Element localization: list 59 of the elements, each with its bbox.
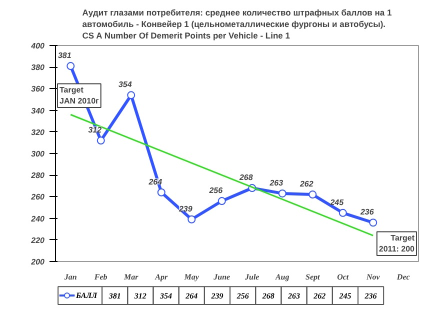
text: 268	[262, 292, 274, 300]
x-tick-label: May	[183, 272, 200, 282]
x-tick-label: June	[212, 272, 231, 282]
text: 239	[211, 292, 224, 300]
x-tick-label: Dec	[396, 272, 410, 282]
point	[157, 188, 166, 196]
point	[66, 62, 75, 70]
text: 262	[314, 292, 326, 300]
point	[218, 197, 226, 206]
y-tick-label: 400	[30, 42, 46, 50]
x-tick-label: Mar	[123, 272, 140, 282]
text: 312	[134, 292, 146, 300]
text: 264	[186, 292, 198, 300]
data-label: 312	[88, 126, 102, 135]
data-label: 263	[268, 178, 284, 188]
data-label: 236	[359, 208, 374, 217]
data-label: 264	[148, 177, 163, 186]
point	[369, 218, 378, 227]
y-tick-label: 300	[31, 150, 46, 158]
x-tick-label: Apr	[154, 272, 168, 282]
text: 236	[364, 292, 377, 300]
legend-label: БАЛЛ	[74, 291, 98, 300]
annotation: Target JAN 2010г	[60, 86, 100, 106]
point	[278, 189, 286, 198]
text: 256	[236, 292, 249, 300]
annotation: Target 2011: 200	[378, 234, 416, 254]
x-tick-label: Jule	[244, 272, 260, 282]
x-tick-label: Aug	[274, 272, 290, 282]
data-label: 239	[178, 204, 193, 214]
text: 263	[288, 292, 300, 300]
y-tick-label: 320	[31, 128, 46, 137]
data-label: 245	[329, 198, 344, 207]
x-tick-label: Nov	[365, 272, 380, 282]
data-label: 268	[238, 173, 254, 182]
point	[338, 208, 347, 217]
y-tick-label: 220	[30, 236, 46, 245]
data-label: 262	[298, 180, 314, 189]
point	[127, 91, 136, 100]
data-label: 256	[208, 186, 224, 196]
y-tick-label: 200	[30, 258, 46, 266]
y-tick-label: 340	[31, 106, 46, 116]
point	[188, 215, 196, 224]
data-label: 381	[58, 51, 72, 60]
point	[308, 190, 317, 199]
point	[96, 136, 105, 145]
text: 354	[160, 292, 172, 300]
x-tick-label: Feb	[93, 272, 108, 282]
y-tick-label: 260	[30, 192, 46, 202]
x-tick-label: Sept	[306, 272, 321, 282]
chart-title: Аудит глазами потребителя: среднее количество штрафных баллов на 1 автомобиль - Конвейер 1 (цельнометаллические фургоны и автобусы). CS A Number Of Demerit Points per Vehicle - Line 1	[82, 8, 392, 40]
y-tick-label: 380	[31, 63, 46, 72]
x-tick-label: Oct	[337, 272, 350, 282]
x-tick-label: Jan	[63, 272, 78, 282]
y-tick-label: 240	[30, 214, 46, 224]
data-label: 354	[118, 80, 132, 90]
y-tick-label: 360	[31, 84, 46, 94]
text: 381	[108, 292, 121, 300]
text: 245	[339, 292, 352, 300]
y-tick-label: 280	[30, 171, 46, 180]
